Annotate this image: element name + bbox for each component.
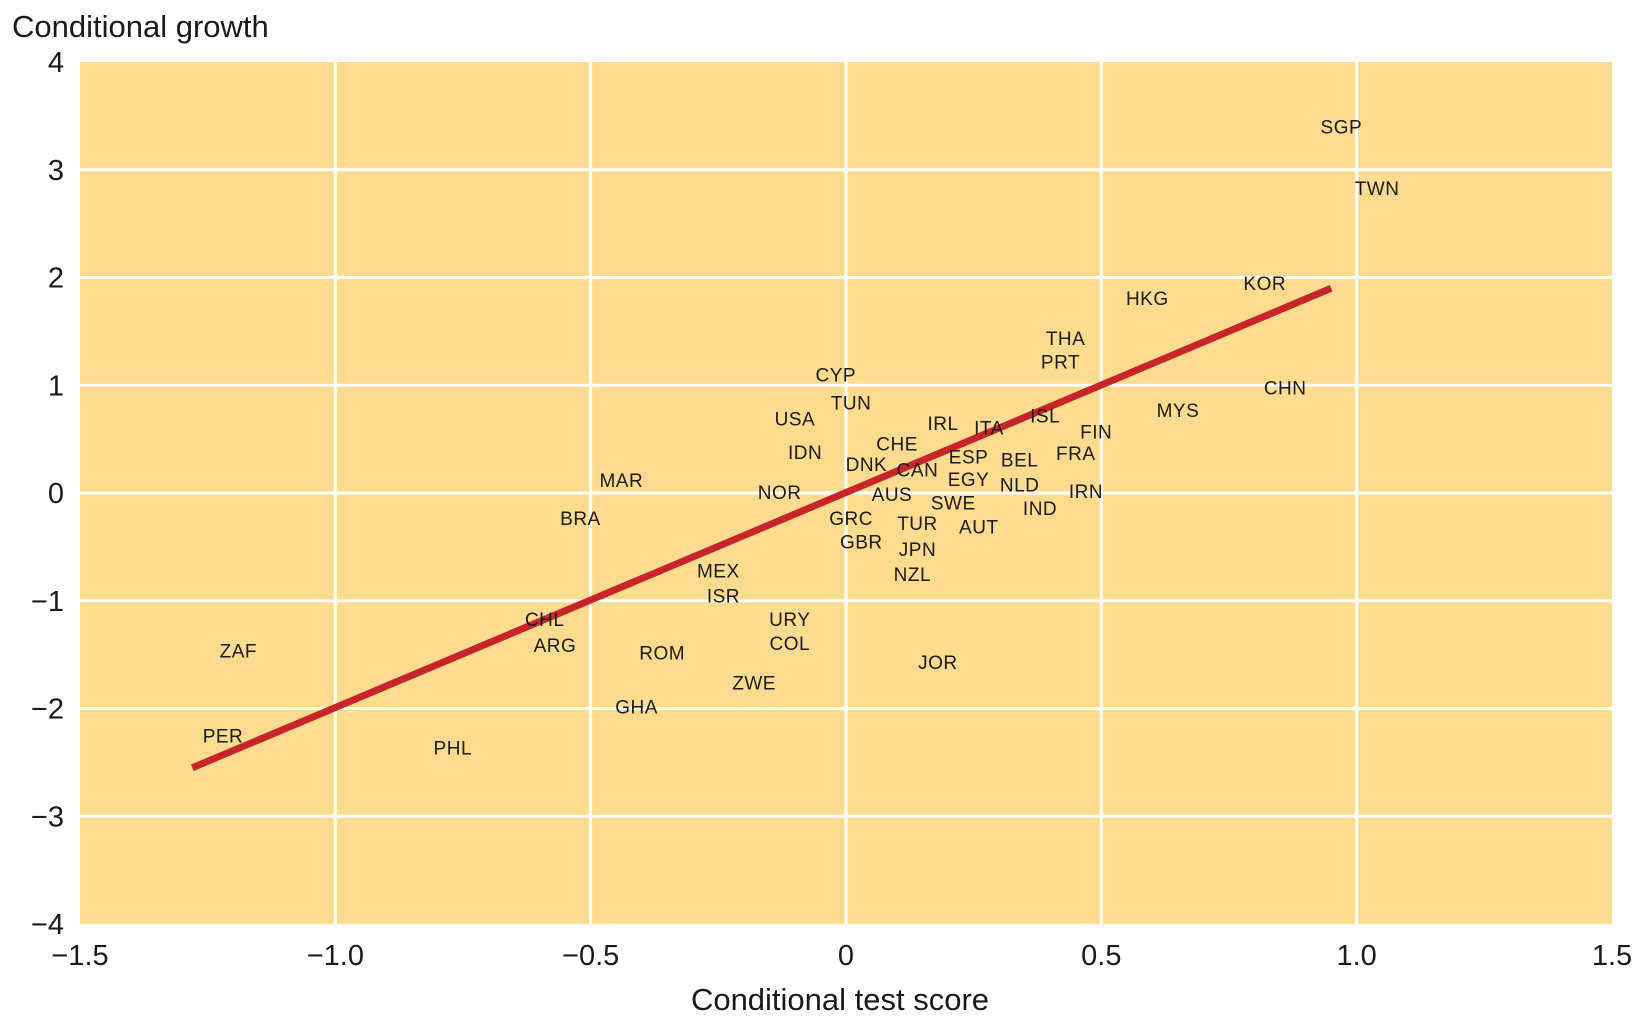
point-label-isr: ISR xyxy=(707,586,740,607)
x-tick-label: 1.0 xyxy=(1337,940,1377,972)
point-label-bra: BRA xyxy=(560,509,601,530)
point-label-jpn: JPN xyxy=(899,540,936,561)
x-tick-label: −1.0 xyxy=(307,940,364,972)
point-label-grc: GRC xyxy=(829,509,873,530)
point-label-chl: CHL xyxy=(525,610,565,631)
point-label-egy: EGY xyxy=(948,470,990,491)
point-label-bel: BEL xyxy=(1001,451,1038,472)
point-label-arg: ARG xyxy=(534,636,577,657)
point-label-nld: NLD xyxy=(1000,475,1040,496)
point-label-col: COL xyxy=(770,634,811,655)
x-axis-title: Conditional test score xyxy=(691,982,989,1017)
point-label-mys: MYS xyxy=(1157,401,1200,422)
point-label-prt: PRT xyxy=(1041,353,1080,374)
y-tick-label: 2 xyxy=(48,263,64,295)
x-axis-ticks: −1.5 −1.0 −0.5 0 0.5 1.0 1.5 xyxy=(51,940,1632,972)
y-tick-label: −1 xyxy=(31,586,64,618)
y-tick-label: 3 xyxy=(48,155,64,187)
point-label-twn: TWN xyxy=(1355,179,1400,200)
point-label-cyp: CYP xyxy=(815,365,856,386)
point-label-ury: URY xyxy=(769,610,810,631)
point-label-ita: ITA xyxy=(974,418,1004,439)
x-tick-label: 0 xyxy=(838,940,854,972)
point-label-che: CHE xyxy=(876,434,918,455)
point-label-chn: CHN xyxy=(1264,378,1307,399)
point-label-tun: TUN xyxy=(831,393,872,414)
regression-fit-line xyxy=(190,285,1333,771)
point-label-zwe: ZWE xyxy=(732,674,776,695)
y-tick-label: 4 xyxy=(48,47,64,79)
point-label-mar: MAR xyxy=(599,471,643,492)
x-tick-label: −1.5 xyxy=(51,940,108,972)
point-label-nzl: NZL xyxy=(894,565,931,586)
y-tick-label: −4 xyxy=(31,909,64,941)
x-tick-label: −0.5 xyxy=(562,940,619,972)
point-label-aus: AUS xyxy=(872,485,913,506)
y-tick-label: −3 xyxy=(31,801,64,833)
point-label-jor: JOR xyxy=(918,653,958,674)
point-label-gha: GHA xyxy=(615,697,658,718)
point-label-isl: ISL xyxy=(1030,406,1060,427)
point-label-kor: KOR xyxy=(1243,274,1286,295)
point-label-zaf: ZAF xyxy=(220,641,257,662)
point-label-gbr: GBR xyxy=(840,532,883,553)
point-label-tha: THA xyxy=(1046,329,1086,350)
point-label-usa: USA xyxy=(775,410,816,431)
y-tick-label: −2 xyxy=(31,694,64,726)
point-label-esp: ESP xyxy=(949,447,989,468)
point-label-hkg: HKG xyxy=(1126,289,1169,310)
point-label-nor: NOR xyxy=(758,483,802,504)
point-label-rom: ROM xyxy=(639,643,685,664)
point-label-mex: MEX xyxy=(697,562,740,583)
y-tick-label: 1 xyxy=(48,370,64,402)
point-label-aut: AUT xyxy=(959,517,999,538)
point-label-fra: FRA xyxy=(1056,444,1096,465)
point-label-sgp: SGP xyxy=(1321,118,1363,139)
point-label-idn: IDN xyxy=(788,443,822,464)
x-tick-label: 1.5 xyxy=(1592,940,1632,972)
point-label-can: CAN xyxy=(897,460,939,481)
point-label-dnk: DNK xyxy=(846,455,888,476)
point-label-irl: IRL xyxy=(927,414,958,435)
point-label-ind: IND xyxy=(1023,499,1057,520)
y-axis-title: Conditional growth xyxy=(12,9,269,44)
point-label-fin: FIN xyxy=(1080,423,1112,444)
point-label-phl: PHL xyxy=(434,738,472,759)
y-axis-ticks: 4 3 2 1 0 −1 −2 −3 −4 xyxy=(31,47,64,941)
point-label-swe: SWE xyxy=(931,494,976,515)
point-label-irn: IRN xyxy=(1069,482,1103,503)
y-tick-label: 0 xyxy=(48,478,64,510)
point-label-tur: TUR xyxy=(897,514,938,535)
point-label-per: PER xyxy=(203,726,244,747)
x-tick-label: 0.5 xyxy=(1081,940,1121,972)
